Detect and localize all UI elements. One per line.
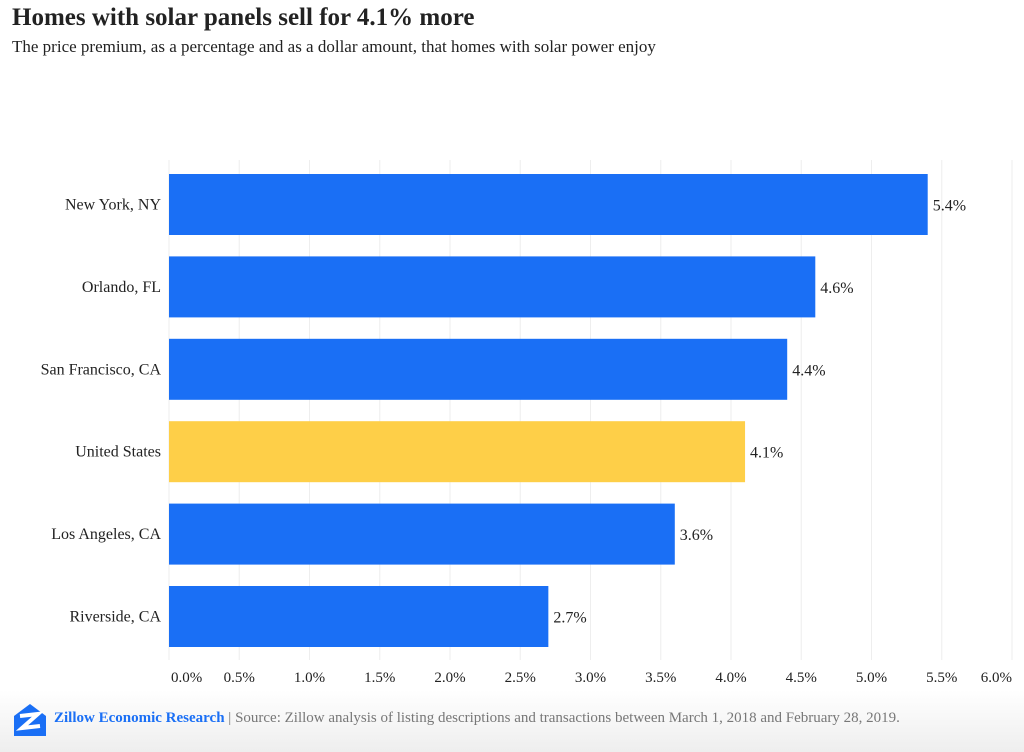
x-tick-label: 1.5% <box>364 670 395 686</box>
category-label: San Francisco, CA <box>41 361 162 378</box>
data-label: 4.1% <box>750 445 783 462</box>
x-axis-ticks: 0.0% 0.5% 1.0% 1.5% 2.0% 2.5% 3.0% 3.5% 4.0% 4.5%… <box>171 670 1012 686</box>
data-label: 5.4% <box>933 198 966 215</box>
x-tick-label: 5.0% <box>856 670 887 686</box>
x-tick-label: 0.5% <box>224 670 255 686</box>
brand-link[interactable]: Zillow Economic Research <box>54 710 225 726</box>
chart-subtitle: The price premium, as a percentage and a… <box>12 37 656 56</box>
category-label: Orlando, FL <box>82 279 161 296</box>
x-tick-label: 5.5% <box>926 670 957 686</box>
bar-orlando-fl <box>169 256 816 318</box>
bar-san-francisco-ca <box>169 338 788 400</box>
gridlines <box>168 160 1013 660</box>
source-note: Source: Zillow analysis of listing descr… <box>235 710 900 726</box>
x-tick-label: 1.0% <box>294 670 325 686</box>
bar-los-angeles-ca <box>169 503 675 565</box>
bar-new-york-ny <box>169 174 928 235</box>
x-tick-label: 2.0% <box>434 670 465 686</box>
data-label: 4.6% <box>820 280 853 297</box>
bar-chart: New York, NY 5.4% Orlando, FL 4.6% San Franc… <box>41 160 1013 686</box>
x-tick-label: 6.0% <box>981 670 1012 686</box>
bar-riverside-ca <box>169 586 549 647</box>
bars: New York, NY 5.4% Orlando, FL 4.6% San Franc… <box>41 174 966 647</box>
category-label: United States <box>75 444 161 461</box>
x-tick-label: 2.5% <box>505 670 536 686</box>
data-label: 2.7% <box>553 610 586 627</box>
x-tick-label: 4.5% <box>786 670 817 686</box>
x-tick-label: 4.0% <box>715 670 746 686</box>
category-label: New York, NY <box>65 197 161 214</box>
zillow-logo-icon[interactable] <box>12 702 48 738</box>
x-tick-label: 0.0% <box>171 670 202 686</box>
category-label: Los Angeles, CA <box>51 526 161 543</box>
footer: Zillow Economic Research | Source: Zillo… <box>0 690 1024 752</box>
bar-united-states <box>169 421 746 483</box>
separator: | <box>224 710 236 726</box>
chart-title: Homes with solar panels sell for 4.1% mo… <box>12 4 475 31</box>
category-label: Riverside, CA <box>69 609 161 626</box>
x-tick-label: 3.0% <box>575 670 606 686</box>
data-label: 4.4% <box>792 362 825 379</box>
x-tick-label: 3.5% <box>645 670 676 686</box>
data-label: 3.6% <box>680 527 713 544</box>
